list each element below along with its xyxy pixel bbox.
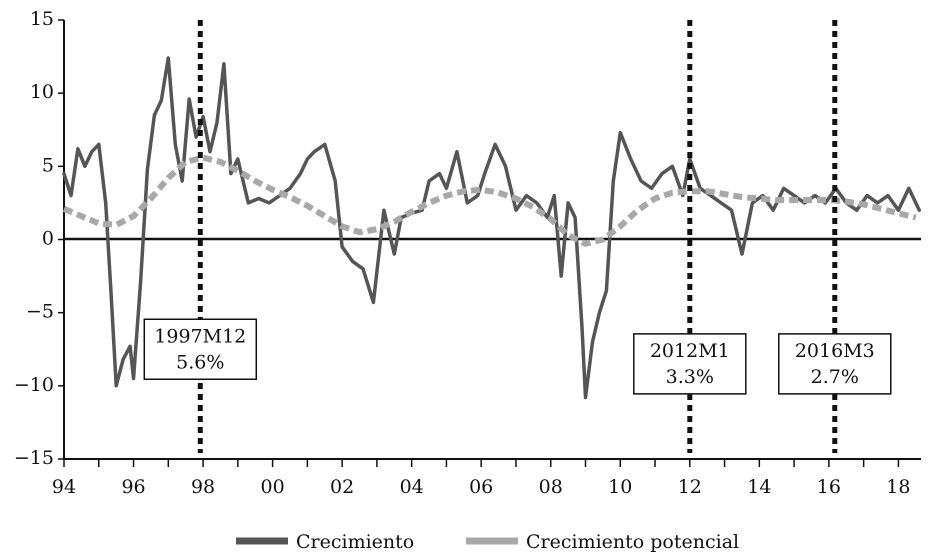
- annotation-date: 2012M1: [650, 340, 730, 362]
- y-tick-label: −5: [26, 301, 54, 323]
- series-line-crecimiento-potencial: [62, 154, 917, 247]
- x-tick-label: 10: [608, 476, 632, 498]
- annotation-box: [778, 333, 892, 395]
- legend-label-crecimiento-potencial: Crecimiento potencial: [526, 531, 739, 553]
- x-tick-label: 12: [678, 476, 702, 498]
- legend-label-crecimiento: Crecimiento: [296, 531, 414, 553]
- y-tick-label: 15: [30, 8, 54, 30]
- annotation-value: 5.6%: [176, 351, 224, 373]
- annotation-value: 2.7%: [811, 366, 859, 388]
- annotation-date: 1997M12: [154, 325, 246, 347]
- y-ticks: 15 10 5 0 −5 −10 −15: [14, 8, 64, 469]
- x-tick-label: 96: [121, 476, 145, 498]
- series-line-crecimiento: [62, 56, 922, 400]
- x-tick-label: 08: [539, 476, 563, 498]
- y-tick-label: 5: [42, 154, 54, 176]
- x-tick-label: 04: [400, 476, 424, 498]
- series-layer: [62, 56, 922, 400]
- annotation-date: 2016M3: [795, 340, 875, 362]
- y-tick-label: −10: [14, 374, 54, 396]
- x-tick-label: 14: [747, 476, 771, 498]
- y-tick-label: 0: [42, 228, 54, 250]
- x-tick-label: 06: [469, 476, 493, 498]
- x-tick-label: 16: [817, 476, 841, 498]
- legend: Crecimiento Crecimiento potencial: [236, 531, 739, 553]
- y-tick-label: 10: [30, 81, 54, 103]
- x-tick-label: 18: [886, 476, 910, 498]
- x-tick-label: 02: [330, 476, 354, 498]
- annotations: 1997M12 5.6% 2012M1 3.3% 2016M3 2.7%: [143, 318, 892, 395]
- x-tick-label: 94: [52, 476, 76, 498]
- y-tick-label: −15: [14, 447, 54, 469]
- x-tick-label: 98: [191, 476, 215, 498]
- annotation-box: [143, 318, 258, 380]
- annotation-value: 3.3%: [666, 366, 714, 388]
- x-tick-label: 00: [261, 476, 285, 498]
- annotation-box: [633, 333, 747, 395]
- x-ticks: 94 96 98 00 02 04 06 08 10 12 14 16 18: [52, 459, 910, 498]
